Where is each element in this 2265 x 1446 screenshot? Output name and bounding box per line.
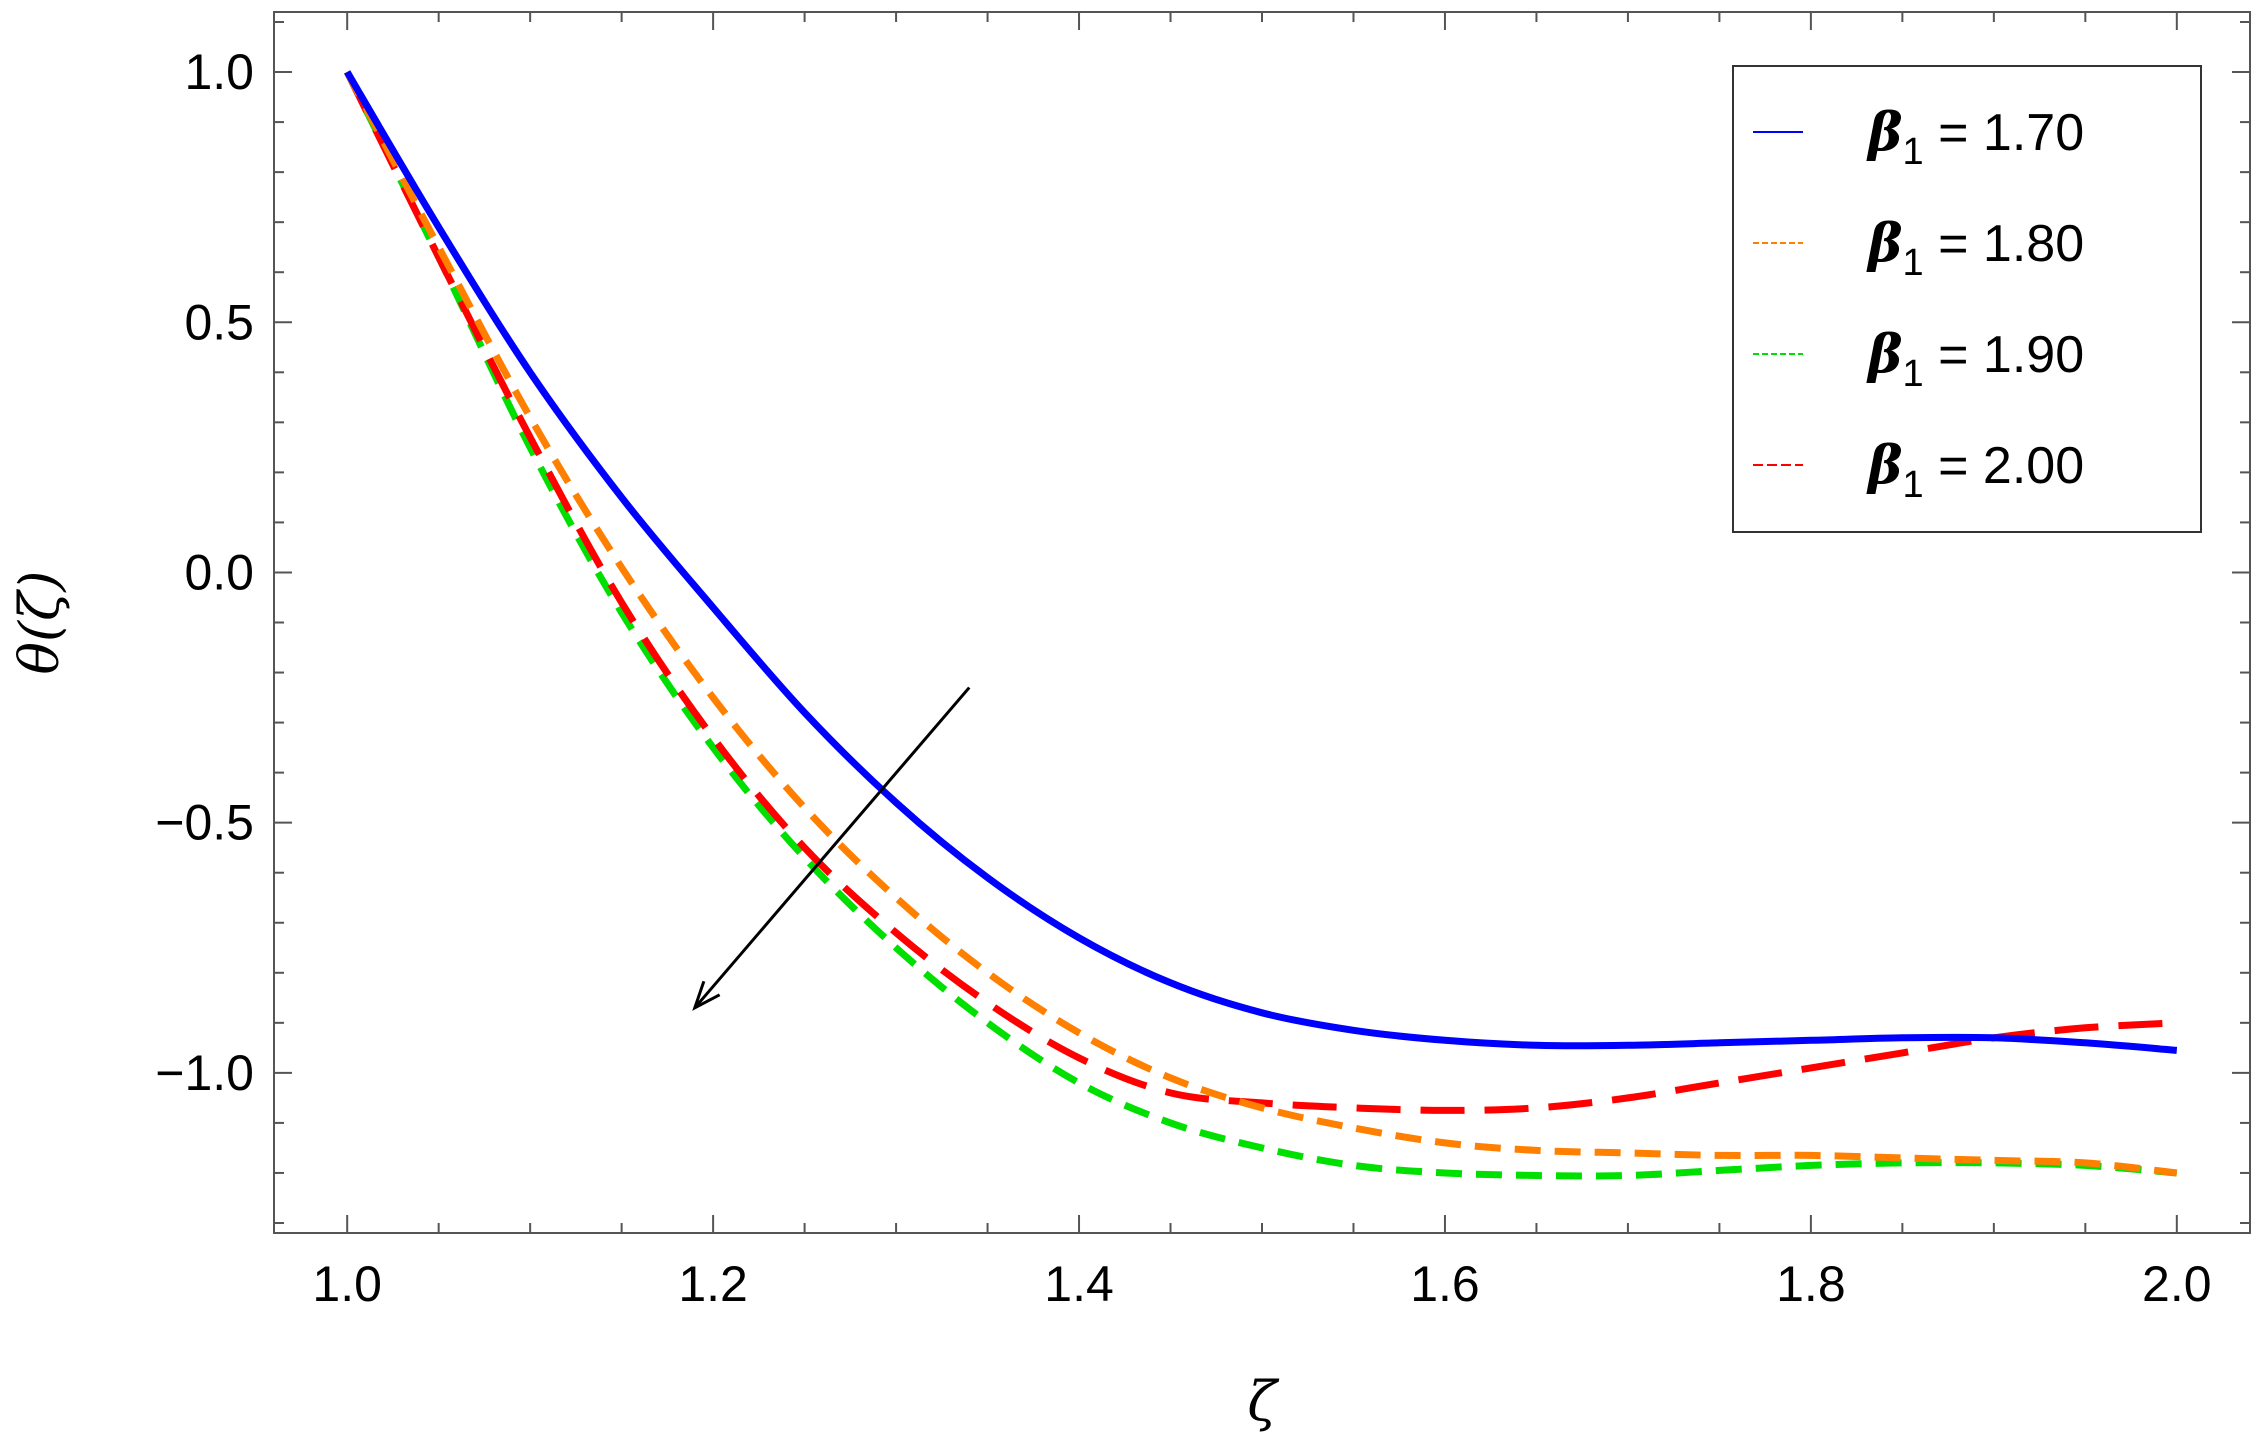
legend-label-3: β1 = 1.90 (1866, 324, 2084, 395)
legend-label-1: β1 = 1.70 (1866, 102, 2084, 173)
series-line-1 (344, 70, 2178, 1054)
y-tick-label: −1.0 (155, 1045, 254, 1101)
series-line-4 (344, 70, 2178, 1114)
trend-arrow-head (692, 980, 721, 1011)
y-tick-label: −0.5 (155, 795, 254, 851)
y-tick-label: 1.0 (184, 44, 254, 100)
annotation-layer (692, 686, 971, 1011)
legend-label-2: β1 = 1.80 (1866, 213, 2084, 284)
series-layer (344, 70, 2178, 1180)
x-tick-label: 2.0 (2142, 1256, 2212, 1312)
axis-tick-labels: 1.0 1.2 1.4 1.6 1.8 2.0 1.0 0.5 0.0 −0.5 −1.0 (155, 44, 2211, 1312)
y-tick-label: 0.0 (184, 544, 254, 600)
x-tick-label: 1.4 (1044, 1256, 1114, 1312)
axis-ticks (274, 12, 2250, 1233)
x-tick-label: 1.6 (1410, 1256, 1480, 1312)
legend: β1 = 1.70 β1 = 1.80 β1 = 1.90 β1 = 2.00 (1732, 65, 2202, 533)
y-tick-label: 0.5 (184, 294, 254, 350)
legend-label-4: β1 = 2.00 (1866, 435, 2084, 506)
x-axis-label: ζ (1247, 1370, 1279, 1433)
x-tick-label: 1.0 (312, 1256, 382, 1312)
series-line-3 (344, 70, 2178, 1180)
y-axis-label: θ(ζ) (8, 571, 71, 675)
series-line-2 (344, 70, 2178, 1177)
legend-box (1732, 65, 2202, 533)
x-tick-label: 1.8 (1776, 1256, 1846, 1312)
trend-arrow-shaft (693, 686, 971, 1009)
x-tick-label: 1.2 (678, 1256, 748, 1312)
